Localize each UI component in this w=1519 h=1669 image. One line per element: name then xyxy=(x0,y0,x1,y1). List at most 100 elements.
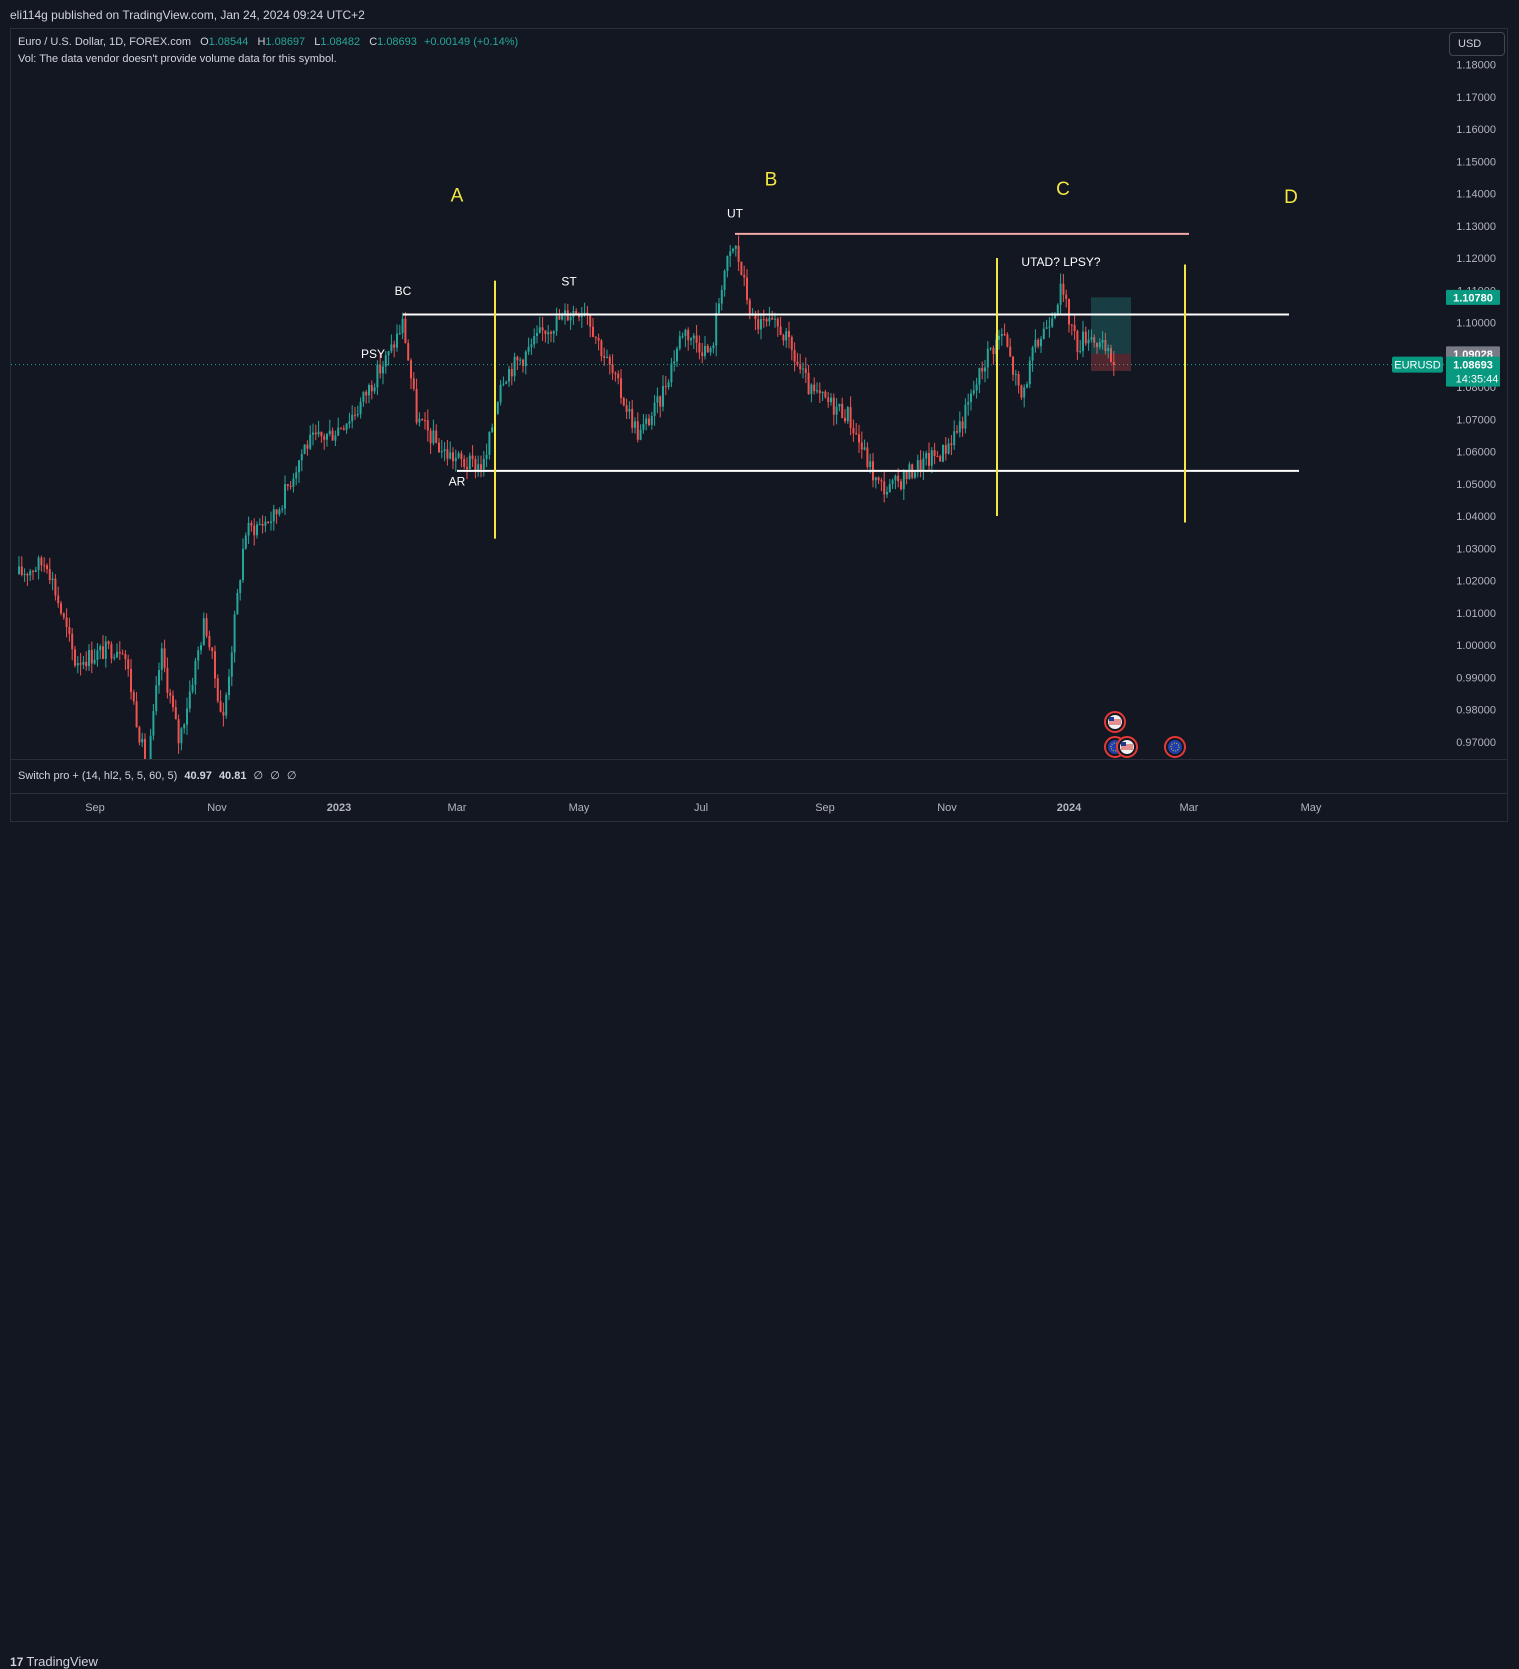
candle-body xyxy=(583,312,586,314)
candle-body xyxy=(264,521,267,526)
symbol-tag: EURUSD xyxy=(1392,356,1443,373)
symbol-tag-bg xyxy=(1392,356,1443,373)
candle xyxy=(205,613,208,639)
candle xyxy=(110,641,113,664)
wyckoff-label: UTAD? LPSY? xyxy=(1021,255,1100,269)
candle-body xyxy=(1017,374,1020,386)
change-value: +0.00149 (+0.14%) xyxy=(423,36,519,48)
candle-body xyxy=(396,333,398,348)
price-axis-label: 1.15000 xyxy=(1456,156,1496,168)
candle-body xyxy=(138,727,141,743)
candle-body xyxy=(65,617,68,627)
candle xyxy=(155,675,158,716)
candle xyxy=(852,419,855,442)
candle-body xyxy=(488,431,491,455)
candle-body xyxy=(79,663,82,665)
candle xyxy=(1084,326,1087,346)
candle-body xyxy=(482,458,485,470)
candle xyxy=(396,324,398,352)
candle xyxy=(135,691,138,728)
candle-body xyxy=(818,390,821,394)
candlestick-chart[interactable]: 1.18000 1.17000 1.16000 1.15000 1.14000 1.130… xyxy=(0,0,1519,857)
candle xyxy=(1107,344,1110,359)
candle xyxy=(438,437,440,453)
candle xyxy=(236,588,239,615)
candle xyxy=(1068,298,1070,333)
price-axis-label: 1.04000 xyxy=(1456,511,1496,523)
candle-body xyxy=(239,580,242,593)
candle-body xyxy=(326,434,328,440)
candle xyxy=(992,345,995,365)
candle-body xyxy=(194,660,197,685)
candle xyxy=(905,470,908,485)
symbol-name[interactable]: Euro / U.S. Dollar, 1D, FOREX.com xyxy=(18,36,191,48)
candle xyxy=(519,357,522,366)
candle-body xyxy=(816,390,818,392)
indicator-legend[interactable]: Switch pro + (14, hl2, 5, 5, 60, 5) 40.9… xyxy=(18,769,296,782)
candle xyxy=(166,657,169,699)
candle xyxy=(692,332,695,350)
candle-body xyxy=(981,368,984,372)
candle xyxy=(261,515,264,534)
candle xyxy=(477,455,480,477)
candle xyxy=(594,336,597,344)
candle xyxy=(550,330,552,343)
candle xyxy=(533,328,536,349)
candle xyxy=(760,313,762,340)
price-axis-label: 1.03000 xyxy=(1456,543,1496,555)
candle-body xyxy=(886,491,888,495)
candle xyxy=(65,608,68,638)
candle-body xyxy=(1006,334,1009,347)
candle-body xyxy=(664,386,667,388)
candle xyxy=(407,339,410,361)
candle-body xyxy=(186,708,188,725)
candle xyxy=(239,579,242,601)
candle xyxy=(337,417,340,437)
candle-body xyxy=(821,391,824,394)
candle xyxy=(603,347,606,366)
candle xyxy=(790,335,793,361)
price-axis-label: 1.18000 xyxy=(1456,60,1496,72)
candle xyxy=(300,449,303,472)
candle-body xyxy=(219,701,222,712)
candle-body xyxy=(466,466,468,470)
indicator-value-1: 40.97 xyxy=(184,770,212,782)
candle xyxy=(460,450,463,468)
candle-body xyxy=(292,478,295,487)
candle xyxy=(726,255,729,278)
candle xyxy=(942,444,944,463)
last-price-bg xyxy=(1446,356,1500,387)
candle-body xyxy=(328,430,331,435)
candle-body xyxy=(82,661,85,665)
candle xyxy=(457,451,460,460)
candle-body xyxy=(169,692,172,696)
candle-body xyxy=(438,442,440,453)
currency-button[interactable]: USD xyxy=(1449,32,1505,56)
candle-body xyxy=(782,334,785,341)
candle-body xyxy=(359,401,362,414)
candle xyxy=(947,438,950,455)
candle-body xyxy=(295,472,298,479)
candle-body xyxy=(1101,339,1104,343)
candle-body xyxy=(953,431,956,446)
candle-body xyxy=(634,421,636,428)
open-value: 1.08544 xyxy=(208,36,249,48)
candle xyxy=(984,359,986,383)
candle-body xyxy=(846,407,849,422)
tradingview-logo[interactable]: 17 TradingView xyxy=(10,1654,98,1669)
candle xyxy=(292,473,295,493)
candle-body xyxy=(830,397,832,403)
candle xyxy=(592,318,594,338)
candle-body xyxy=(998,335,1000,340)
candle-body xyxy=(597,337,600,341)
candle xyxy=(891,478,894,489)
candle xyxy=(127,654,130,677)
candle xyxy=(989,347,992,351)
candle-body xyxy=(76,663,79,666)
candle xyxy=(216,674,219,704)
candle xyxy=(34,566,37,573)
candle xyxy=(648,414,650,427)
candle xyxy=(390,334,393,354)
candle xyxy=(1096,342,1098,355)
candle xyxy=(687,327,690,351)
